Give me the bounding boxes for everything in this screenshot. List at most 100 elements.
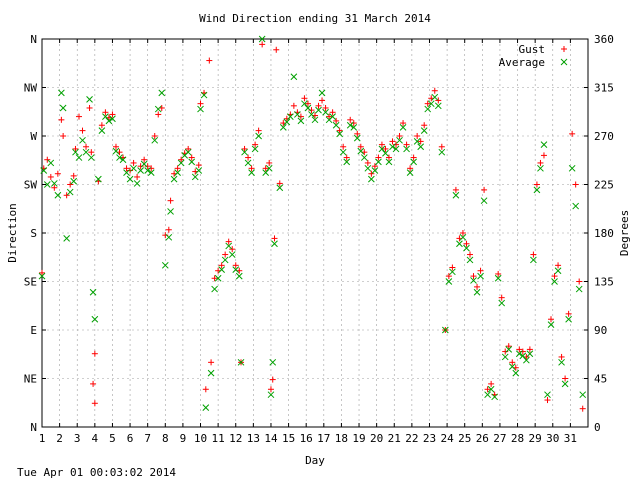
- point-gust: [382, 145, 389, 152]
- point-gust: [72, 145, 79, 152]
- point-average: [456, 240, 463, 248]
- point-average: [248, 169, 255, 176]
- point-gust: [551, 273, 558, 280]
- point-gust: [558, 353, 565, 360]
- point-gust: [208, 359, 215, 366]
- axis-ticks: 1 2 3 4 5 6 7 8 9 10 11 12 13 14 15 16 17 18 19 20 21 22 23 24 2…: [24, 33, 614, 445]
- x-tick-label: 15: [282, 432, 295, 445]
- point-gust: [273, 46, 280, 53]
- point-average: [318, 89, 326, 97]
- point-average: [540, 141, 548, 148]
- point-average: [575, 285, 583, 293]
- point-gust: [271, 235, 278, 242]
- point-gust: [466, 251, 473, 258]
- point-gust: [540, 152, 547, 159]
- x-tick-label: 6: [127, 432, 134, 445]
- point-gust: [481, 186, 488, 193]
- point-gust: [368, 170, 375, 177]
- point-gust: [290, 102, 297, 109]
- point-average: [54, 191, 62, 199]
- point-gust: [498, 294, 505, 301]
- point-gust: [86, 104, 93, 111]
- point-gust: [185, 145, 192, 152]
- point-average: [105, 117, 113, 125]
- point-gust: [329, 109, 336, 116]
- point-gust: [484, 386, 491, 393]
- point-gust: [218, 262, 225, 269]
- point-gust: [54, 170, 61, 177]
- point-average: [237, 358, 245, 366]
- point-average: [350, 124, 358, 131]
- point-average: [158, 89, 166, 97]
- point-average: [66, 188, 74, 196]
- point-average: [130, 164, 137, 172]
- y-tick-label-right: 135: [594, 276, 614, 289]
- point-gust: [516, 346, 523, 353]
- point-gust: [58, 116, 65, 123]
- point-average: [445, 278, 453, 285]
- point-average: [547, 321, 555, 328]
- point-average: [512, 369, 520, 377]
- point-average: [50, 180, 58, 187]
- point-gust: [403, 141, 410, 148]
- point-average: [519, 352, 527, 360]
- point-gust: [206, 57, 213, 64]
- point-gust: [178, 156, 185, 163]
- y-tick-label-left: N: [30, 33, 37, 46]
- y-axis-label-right: Degrees: [618, 210, 631, 256]
- point-average: [144, 167, 152, 174]
- point-gust: [555, 262, 562, 269]
- point-gust: [188, 154, 195, 161]
- point-average: [95, 175, 102, 183]
- point-gust: [364, 159, 371, 166]
- legend-symbol-gust: [561, 46, 567, 52]
- point-gust: [407, 165, 414, 172]
- point-average: [343, 158, 351, 166]
- point-gust: [396, 133, 403, 139]
- point-gust: [319, 97, 326, 104]
- point-gust: [343, 154, 350, 161]
- x-tick-label: 20: [370, 432, 383, 445]
- point-average: [255, 132, 262, 140]
- point-average: [473, 288, 481, 296]
- point-average: [308, 111, 315, 118]
- point-gust: [151, 133, 158, 139]
- point-average: [225, 242, 233, 250]
- point-average: [357, 147, 365, 155]
- point-gust: [222, 251, 229, 258]
- point-gust: [102, 109, 109, 116]
- point-gust: [75, 113, 82, 120]
- point-average: [133, 180, 141, 187]
- point-average: [558, 358, 565, 366]
- point-gust: [326, 113, 333, 120]
- point-gust: [357, 143, 364, 150]
- point-gust: [572, 181, 579, 188]
- point-average: [301, 100, 308, 108]
- point-gust: [569, 130, 576, 137]
- x-tick-label: 29: [529, 432, 542, 445]
- point-average: [267, 391, 275, 399]
- point-average: [89, 288, 97, 296]
- data-points: [38, 35, 587, 412]
- point-average: [315, 106, 322, 114]
- x-tick-label: 2: [56, 432, 63, 445]
- point-gust: [502, 348, 509, 355]
- x-axis-label: Day: [305, 454, 325, 467]
- point-average: [364, 164, 372, 172]
- y-tick-label-right: 45: [594, 373, 607, 386]
- point-average: [47, 159, 55, 167]
- point-average: [505, 346, 513, 353]
- point-gust: [67, 181, 74, 188]
- point-gust: [435, 97, 442, 104]
- point-average: [276, 184, 284, 192]
- point-average: [537, 164, 544, 172]
- point-average: [126, 175, 134, 183]
- point-average: [368, 175, 375, 183]
- point-gust: [167, 197, 174, 204]
- point-gust: [562, 375, 569, 382]
- point-gust: [301, 95, 308, 102]
- x-tick-label: 30: [546, 432, 559, 445]
- y-tick-label-left: W: [30, 130, 37, 143]
- point-average: [551, 278, 558, 285]
